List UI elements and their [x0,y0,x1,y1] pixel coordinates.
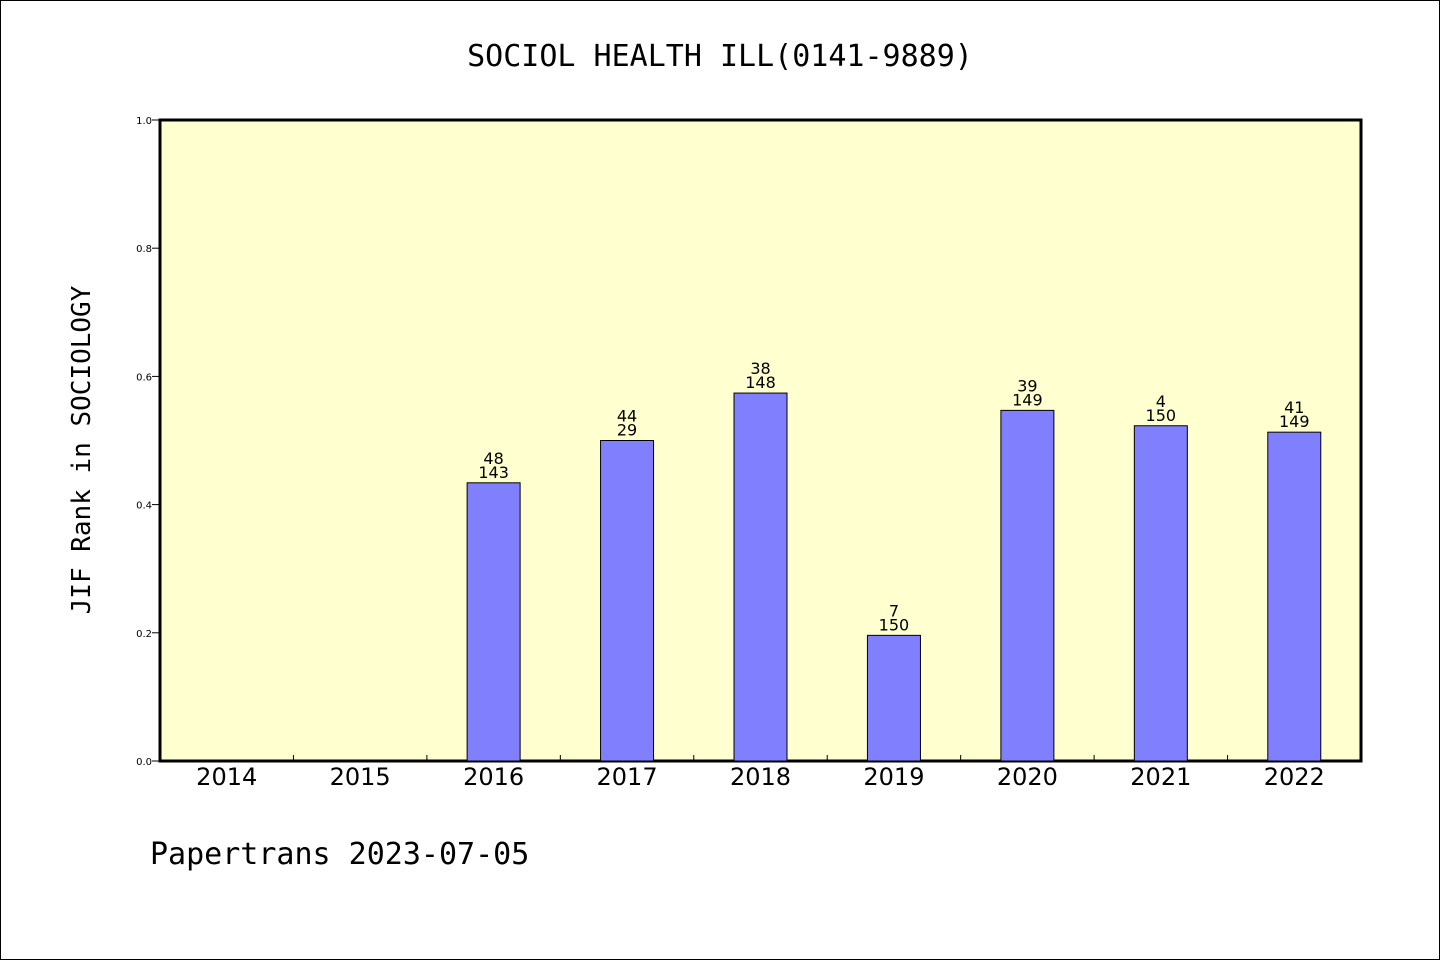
y-tick-label: 0.4 [136,501,152,512]
bar-rank-label: 7 [889,601,899,620]
x-tick-label: 2014 [196,763,257,791]
bar-rank-label: 39 [1017,376,1037,395]
x-tick-label: 2020 [997,763,1058,791]
bar [1133,425,1188,762]
bar [866,634,921,762]
bar-rank-label: 41 [1284,398,1304,417]
bar-rank-label: 44 [617,407,637,426]
bar-rank-label: 4 [1156,392,1166,411]
bar [1000,409,1055,762]
bar [466,482,521,762]
y-tick-label: 0.6 [136,372,152,383]
x-tick-label: 2018 [730,763,791,791]
y-axis-label: JIF Rank in SOCIOLOGY [67,285,97,614]
y-tick-label: 1.0 [136,116,152,127]
bar [733,392,788,762]
x-tick-label: 2021 [1130,763,1191,791]
footer-text: Papertrans 2023-07-05 [150,837,529,872]
bar-rank-label: 48 [483,449,503,468]
chart-title: SOCIOL HEALTH ILL(0141-9889) [467,39,973,74]
y-axis: 0.0 0.2 0.4 0.6 0.8 1.0 [136,116,160,768]
bar-total-label: 143 [478,463,509,482]
bar-total-label: 150 [1146,406,1177,425]
bar [1267,431,1322,762]
x-tick-label: 2022 [1264,763,1325,791]
y-tick-label: 0.8 [136,244,152,255]
x-tick-label: 2016 [463,763,524,791]
bar-rank-label: 38 [750,359,770,378]
x-tick-label: 2019 [863,763,924,791]
x-axis: 2014 2015 2016 2017 2018 2019 2020 2021 2022 [196,755,1325,791]
bar-total-label: 29 [617,421,637,440]
bar-total-label: 150 [879,615,910,634]
y-tick-label: 0.2 [136,629,152,640]
bar-total-label: 149 [1012,390,1043,409]
bar [600,440,655,762]
bar-total-label: 148 [745,373,776,392]
bar-total-label: 149 [1279,412,1310,431]
x-tick-label: 2017 [597,763,658,791]
y-tick-label: 0.0 [136,757,152,768]
x-tick-label: 2015 [330,763,391,791]
